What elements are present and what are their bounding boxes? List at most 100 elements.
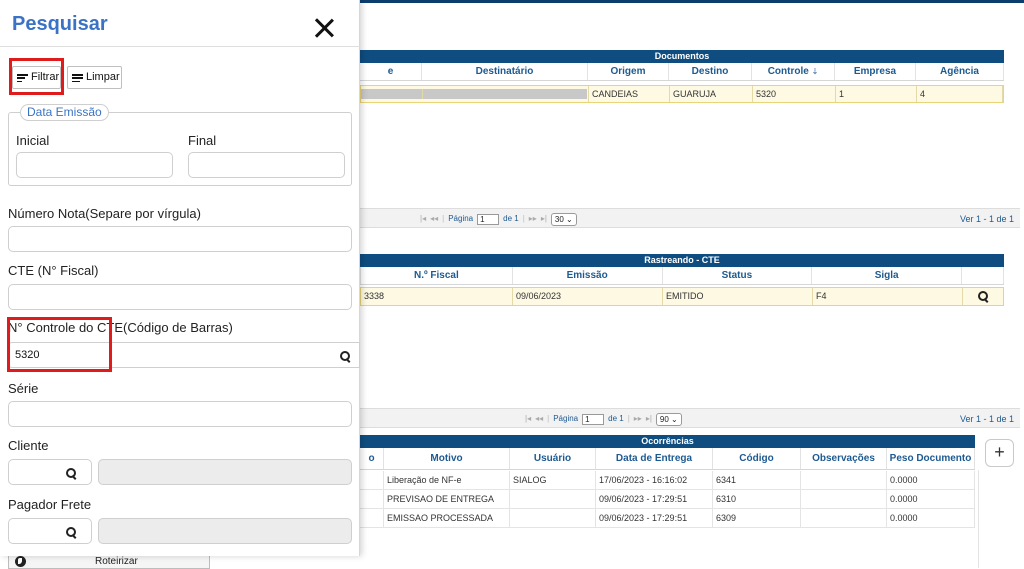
date-fieldset <box>8 112 352 186</box>
table-cell: Liberação de NF-e <box>384 471 510 489</box>
filter-label: Filtrar <box>31 71 60 83</box>
pagador-name-field <box>98 518 352 544</box>
table-cell: 0.0000 <box>887 490 975 508</box>
first-page-icon[interactable]: |◂ <box>525 414 532 423</box>
table-row[interactable]: EMISSAO PROCESSADA 09/06/2023 - 17:29:51… <box>360 509 975 528</box>
clear-button[interactable]: Limpar <box>67 66 122 89</box>
page-label: Página <box>553 414 579 423</box>
row-search-button[interactable] <box>963 288 1003 305</box>
table-cell <box>801 471 887 489</box>
col-header[interactable]: Peso Documento <box>887 448 975 469</box>
grid-border <box>978 470 979 568</box>
date-start-input[interactable] <box>16 152 173 178</box>
col-header[interactable]: Código <box>713 448 801 469</box>
next-page-icon[interactable]: ▸▸ <box>633 414 642 423</box>
search-icon[interactable] <box>340 351 350 361</box>
add-button[interactable]: + <box>985 439 1014 467</box>
table-cell: 09/06/2023 - 17:29:51 <box>596 509 713 527</box>
table-cell: 6341 <box>713 471 801 489</box>
page-input[interactable]: 1 <box>582 413 605 425</box>
divider <box>0 46 360 47</box>
table-cell: 4 <box>917 86 1003 102</box>
table-cell <box>360 471 384 489</box>
col-header[interactable]: Usuário <box>510 448 596 469</box>
col-header <box>360 267 361 284</box>
page-of: de 1 <box>503 214 519 223</box>
prev-page-icon[interactable]: ◂◂ <box>535 414 544 423</box>
pagador-code-input[interactable] <box>8 518 92 544</box>
col-header[interactable]: Status <box>663 267 813 284</box>
col-header[interactable]: e <box>360 63 422 80</box>
pagador-label: Pagador Frete <box>8 497 92 512</box>
table-cell: 09/06/2023 <box>513 288 663 305</box>
prev-page-icon[interactable]: ◂◂ <box>430 214 439 223</box>
col-header[interactable]: Agência <box>916 63 1004 80</box>
search-icon[interactable] <box>66 527 76 537</box>
nota-input[interactable] <box>8 226 352 252</box>
table-cell: EMISSAO PROCESSADA <box>384 509 510 527</box>
page-input[interactable]: 1 <box>477 213 500 225</box>
col-header[interactable]: Origem <box>588 63 669 80</box>
roteirizar-button[interactable]: Roteirizar <box>8 554 210 569</box>
documentos-title: Documentos <box>360 50 1004 63</box>
rastreando-header: N.º Fiscal Emissão Status Sigla <box>360 267 1004 285</box>
close-icon[interactable] <box>314 18 334 38</box>
next-page-icon[interactable]: ▸▸ <box>528 214 537 223</box>
col-header[interactable]: Sigla <box>812 267 963 284</box>
per-page-select[interactable]: 30 ⌄ <box>550 212 577 226</box>
filter-icon <box>17 74 28 83</box>
table-cell <box>510 490 596 508</box>
table-cell <box>360 509 384 527</box>
last-page-icon[interactable]: ▸| <box>540 214 547 223</box>
col-header <box>962 267 1004 284</box>
col-header[interactable]: Motivo <box>384 448 510 469</box>
col-header[interactable]: Emissão <box>513 267 663 284</box>
table-cell: 17/06/2023 - 16:16:02 <box>596 471 713 489</box>
rastreando-title: Rastreando - CTE <box>360 254 1004 267</box>
serie-input[interactable] <box>8 401 352 427</box>
ocorrencias-header: o Motivo Usuário Data de Entrega Código … <box>360 448 975 470</box>
page-label: Página <box>448 214 474 223</box>
controle-label: N° Controle do CTE(Código de Barras) <box>8 320 233 335</box>
search-icon[interactable] <box>66 468 76 478</box>
per-page-select[interactable]: 90 ⌄ <box>655 412 682 426</box>
chevron-down-icon: ⌄ <box>566 214 573 224</box>
cliente-code-input[interactable] <box>8 459 92 485</box>
table-cell: F4 <box>813 288 963 305</box>
col-header[interactable]: Data de Entrega <box>596 448 713 469</box>
ocorrencias-title: Ocorrências <box>360 435 975 448</box>
table-row[interactable]: CANDEIAS GUARUJA 5320 1 4 <box>360 85 1004 103</box>
table-row[interactable]: Liberação de NF-e SIALOG 17/06/2023 - 16… <box>360 471 975 490</box>
date-end-input[interactable] <box>188 152 345 178</box>
col-header[interactable]: Destinatário <box>422 63 588 80</box>
table-cell: SIALOG <box>510 471 596 489</box>
last-page-icon[interactable]: ▸| <box>645 414 652 423</box>
table-row[interactable]: 3338 09/06/2023 EMITIDO F4 <box>360 287 1004 306</box>
date-end-label: Final <box>188 133 217 148</box>
top-border <box>0 0 1024 3</box>
table-cell <box>801 509 887 527</box>
table-cell: 6310 <box>713 490 801 508</box>
table-cell: 09/06/2023 - 17:29:51 <box>596 490 713 508</box>
col-header[interactable]: Destino <box>669 63 752 80</box>
rastreando-pager: |◂ ◂◂ | Página 1 de 1 | ▸▸ ▸| 90 ⌄ Ver 1… <box>360 408 1020 428</box>
table-row[interactable]: PREVISAO DE ENTREGA 09/06/2023 - 17:29:5… <box>360 490 975 509</box>
col-header[interactable]: N.º Fiscal <box>361 267 513 284</box>
redacted-cell <box>423 89 587 99</box>
redacted-cell <box>361 89 423 99</box>
col-header-controle[interactable]: Controle ⇣ <box>752 63 835 80</box>
filter-button[interactable]: Filtrar <box>12 66 61 89</box>
cte-label: CTE (N° Fiscal) <box>8 263 99 278</box>
search-icon <box>978 291 988 301</box>
clear-label: Limpar <box>86 71 120 83</box>
sort-icon: ⇣ <box>811 67 819 76</box>
roteirizar-label: Roteirizar <box>95 556 138 567</box>
col-header[interactable]: Observações <box>801 448 887 469</box>
controle-value: 5320 <box>15 349 40 361</box>
panel-title: Pesquisar <box>12 13 108 35</box>
first-page-icon[interactable]: |◂ <box>420 214 427 223</box>
cte-input[interactable] <box>8 284 352 310</box>
col-header[interactable]: Empresa <box>835 63 916 80</box>
controle-input[interactable]: 5320 <box>8 342 360 368</box>
col-header[interactable]: o <box>360 448 384 469</box>
